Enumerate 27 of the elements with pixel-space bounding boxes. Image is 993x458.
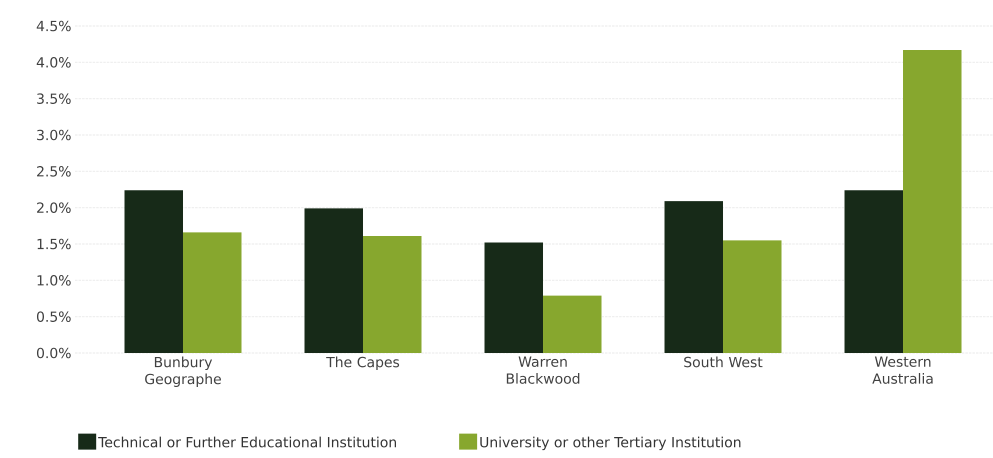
bar [124, 190, 184, 353]
y-tick-label: 3.5% [37, 93, 71, 104]
bar [363, 236, 422, 353]
bar [183, 232, 242, 353]
y-tick-label: 0.0% [36, 348, 71, 358]
bar [484, 242, 544, 353]
y-tick-label: 1.0% [38, 275, 71, 286]
x-tick-label: South West [684, 356, 762, 368]
legend-label: Technical or Further Educational Institution [98, 436, 396, 448]
y-tick-label: 2.0% [37, 202, 71, 213]
y-tick-label: 0.5% [36, 311, 71, 322]
y-tick-label: 1.5% [38, 238, 71, 250]
x-tick-label: Western Australia [872, 356, 933, 384]
bar [903, 50, 962, 353]
x-tick-label: Bunbury Geographe [145, 356, 221, 387]
bar [664, 201, 724, 353]
x-tick-label: The Capes [326, 356, 400, 370]
bar [844, 190, 904, 353]
bar [543, 296, 602, 353]
y-tick-label: 3.0% [37, 130, 71, 140]
legend-label: University or other Tertiary Institution [480, 436, 740, 450]
bar [304, 208, 364, 353]
y-tick-label: 4.0% [36, 57, 71, 68]
y-tick-label: 2.5% [37, 166, 71, 177]
bar [723, 240, 782, 353]
x-tick-label: Warren Blackwood [506, 356, 580, 384]
y-tick-label: 4.5% [36, 20, 71, 32]
